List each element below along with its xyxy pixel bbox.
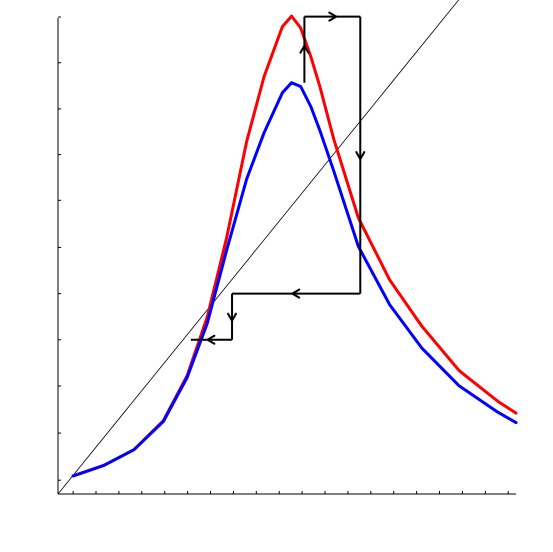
curves-layer <box>71 14 518 478</box>
identity-line <box>57 0 460 495</box>
cobweb-arrowhead <box>355 151 366 161</box>
cobweb-arrowhead <box>328 11 338 22</box>
identity-line-layer <box>57 0 460 495</box>
blue-curve <box>71 81 518 478</box>
cobweb-path-layer <box>190 11 366 345</box>
cobweb-arrowhead <box>206 334 216 345</box>
cobweb-arrowhead <box>227 312 237 322</box>
cobweb-arrowhead <box>299 44 310 54</box>
axes <box>57 16 516 495</box>
cobweb-arrowhead <box>291 288 301 299</box>
